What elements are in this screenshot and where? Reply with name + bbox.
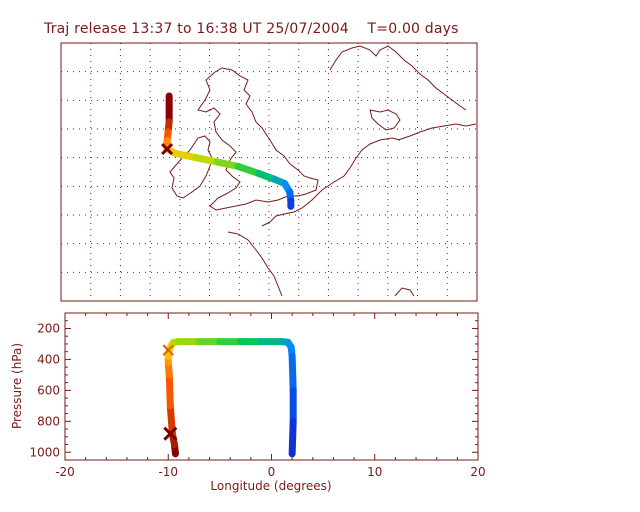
pressure-trajectory-segment: [165, 371, 174, 410]
map-grid: [61, 43, 477, 301]
chart-title: Traj release 13:37 to 16:38 UT 25/07/200…: [44, 21, 459, 37]
y-tick-label: 400: [37, 352, 60, 366]
map-panel: [60, 42, 478, 302]
coast-scandinavia: [329, 45, 467, 111]
x-tick-label: -20: [55, 465, 75, 479]
pressure-trajectory-segment: [288, 417, 297, 458]
x-axis-ticks: -20 -10 0 10 20: [55, 313, 486, 479]
map-trajectory: [161, 92, 295, 210]
map-trajectory-segment: [192, 154, 221, 166]
coastline: [169, 45, 477, 297]
pressure-trajectory-segment: [166, 402, 176, 438]
coast-denmark: [369, 109, 401, 131]
pressure-release-marker: [163, 426, 178, 441]
y-tick-label: 200: [37, 321, 60, 335]
map-frame: [60, 42, 478, 302]
y-axis-title: Pressure (hPa): [10, 343, 24, 429]
map-trajectory-segment: [234, 162, 263, 177]
x-axis-title: Longitude (degrees): [210, 479, 331, 493]
pressure-panel: -20 -10 0 10 20 200 400 600 800 1000 Longitude (…: [10, 312, 486, 493]
coast-continent: [261, 137, 401, 227]
x-tick-label: 20: [470, 465, 485, 479]
coast-ireland: [169, 135, 213, 199]
coast-baltic: [397, 123, 477, 141]
map-release-marker: [161, 143, 174, 156]
coast-biscay: [394, 287, 415, 297]
y-tick-label: 600: [37, 383, 60, 397]
coast-france: [227, 231, 283, 297]
map-trajectory-segment: [171, 149, 200, 162]
y-tick-label: 1000: [29, 445, 60, 459]
pressure-trajectory: [162, 338, 297, 458]
pressure-turn-marker: [162, 344, 174, 356]
x-tick-label: 10: [367, 465, 382, 479]
pressure-trajectory-segment: [288, 352, 297, 394]
x-tick-label: 0: [268, 465, 276, 479]
y-axis-ticks: 200 400 600 800 1000: [29, 320, 478, 461]
pressure-frame: [64, 312, 479, 461]
map-trajectory-segment: [213, 158, 242, 170]
x-tick-label: -10: [158, 465, 178, 479]
y-tick-label: 800: [37, 414, 60, 428]
coast-britain: [197, 67, 319, 211]
